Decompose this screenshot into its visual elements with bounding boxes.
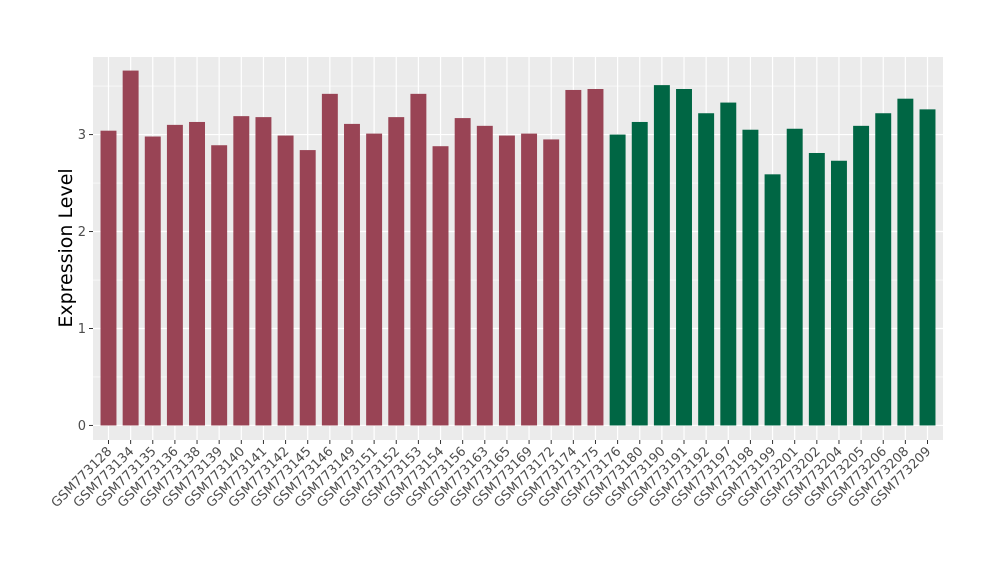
y-tick-label: 0	[78, 419, 86, 434]
bar-GSM773176	[609, 134, 626, 426]
bar-GSM773174	[565, 89, 582, 426]
bar-GSM773191	[676, 88, 692, 426]
bar-GSM773152	[388, 117, 405, 426]
bar-GSM773169	[521, 133, 538, 426]
y-axis-title: Expression Level	[55, 168, 77, 327]
bar-GSM773165	[498, 135, 515, 426]
bar-GSM773142	[277, 135, 294, 426]
bar-GSM773156	[454, 118, 471, 426]
bar-GSM773206	[875, 113, 892, 426]
bar-GSM773199	[764, 174, 781, 426]
bars	[100, 70, 936, 426]
bar-GSM773209	[919, 109, 936, 426]
bar-GSM773128	[100, 130, 117, 426]
bar-GSM773146	[321, 93, 338, 426]
bar-GSM773138	[189, 121, 206, 426]
bar-GSM773175	[587, 88, 604, 426]
bar-GSM773204	[830, 160, 847, 426]
bar-GSM773140	[233, 116, 250, 426]
x-axis: GSM773128GSM773134GSM773135GSM773136GSM7…	[49, 440, 934, 511]
bar-GSM773192	[698, 113, 715, 426]
bar-GSM773205	[853, 125, 870, 426]
bar-GSM773172	[543, 139, 560, 426]
y-tick-label: 2	[78, 225, 86, 240]
bar-GSM773153	[410, 93, 427, 426]
bar-GSM773139	[211, 145, 228, 426]
bar-GSM773208	[897, 98, 914, 426]
bar-GSM773180	[631, 121, 648, 426]
bar-GSM773135	[144, 136, 161, 426]
bar-GSM773202	[808, 152, 825, 426]
bar-GSM773201	[786, 128, 803, 426]
y-tick-label: 3	[78, 128, 86, 143]
bar-GSM773190	[653, 85, 670, 426]
bar-GSM773145	[299, 150, 316, 426]
bar-GSM773154	[432, 146, 449, 426]
bar-GSM773198	[742, 129, 759, 426]
bar-GSM773197	[720, 102, 737, 426]
bar-GSM773134	[122, 70, 139, 426]
bar-GSM773149	[344, 123, 360, 426]
bar-GSM773151	[366, 133, 383, 426]
bar-GSM773163	[476, 125, 493, 426]
y-axis: 0 1 2 3	[78, 128, 93, 434]
y-tick-label: 1	[78, 322, 86, 337]
bar-GSM773136	[166, 124, 183, 426]
bar-GSM773141	[255, 117, 272, 426]
